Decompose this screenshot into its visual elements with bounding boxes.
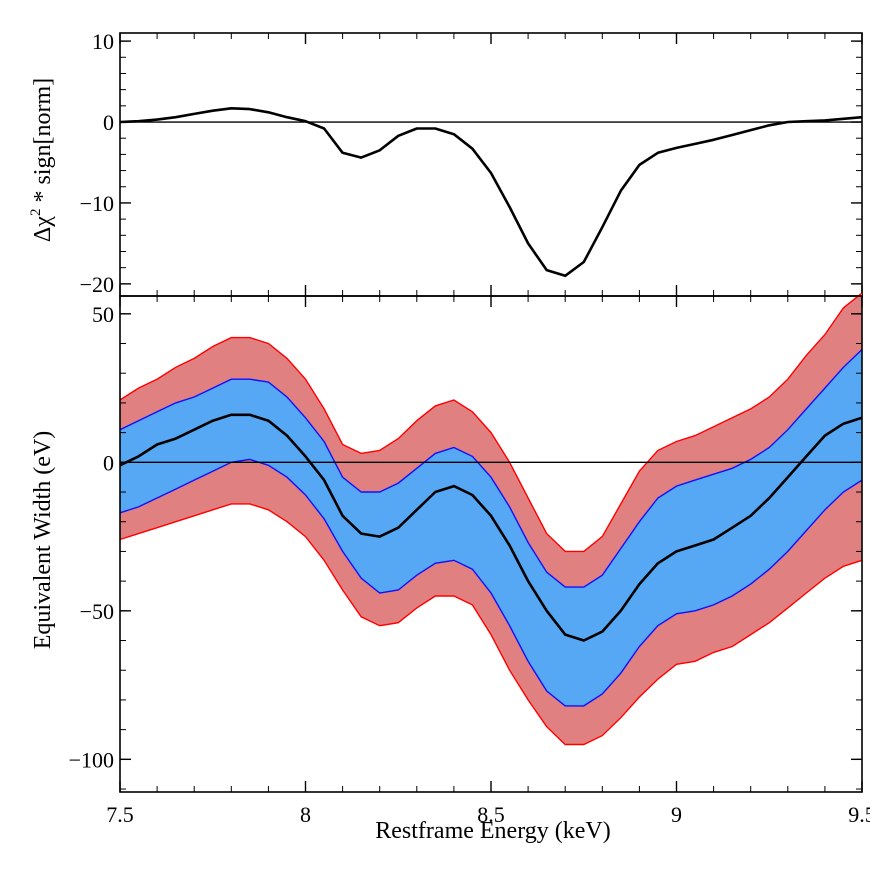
top-y-tick-label: −10 [80,191,114,216]
confidence-band-1-upper-edge [119,348,863,588]
top-y-tick-label: 10 [92,29,114,54]
top-chart: 10 0 −10 −20 Δχ2 * sign[norm] [28,29,863,297]
top-chart-data [119,107,863,278]
confidence-band-1 [120,349,862,706]
bottom-y-tick-label: −100 [69,747,114,772]
bottom-chart-axes: 7.5 8 8.5 9 9.5 50 0 −50 −100 [69,295,870,827]
x-tick-label: 9.5 [848,802,870,827]
x-tick-label: 7.5 [106,802,134,827]
top-y-tick-label: −20 [80,272,114,297]
confidence-band-1-lower-edge [119,458,863,707]
bottom-y-axis-title: Equivalent Width (eV) [30,431,56,650]
top-y-axis-title-main: Δχ [30,216,56,242]
confidence-band-0-upper-edge [119,292,863,553]
x-tick-label: 9 [671,802,682,827]
top-y-axis-title-superscript: 2 [28,209,44,217]
top-y-axis-title-rest: * sign[norm] [30,78,56,209]
x-tick-label: 8.5 [477,802,505,827]
bottom-y-tick-label: 0 [103,450,114,475]
bottom-y-tick-label: −50 [80,599,114,624]
best-fit-line [119,413,863,642]
bottom-frame [119,295,863,793]
top-y-tick-label: 0 [103,110,114,135]
confidence-band-0-lower-edge [119,503,863,746]
top-y-axis-title: Δχ2 * sign[norm] [28,78,56,242]
top-series-line [119,107,863,278]
x-axis-title: Restframe Energy (keV) [375,818,610,844]
bottom-y-tick-label: 50 [92,302,114,327]
bottom-chart: 7.5 8 8.5 9 9.5 50 0 −50 −100 Equivalent Width (… [30,292,870,844]
x-tick-label: 8 [300,802,311,827]
bottom-chart-data [119,292,863,746]
